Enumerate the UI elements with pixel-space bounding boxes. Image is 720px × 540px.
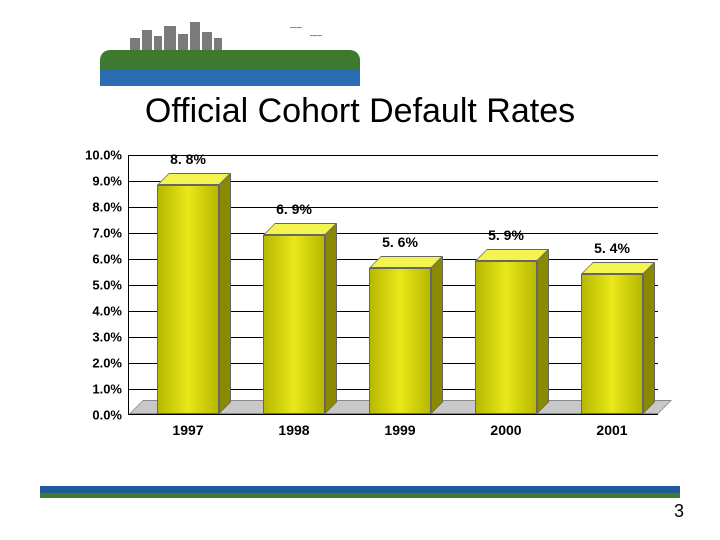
footer-divider <box>40 486 680 498</box>
page-number: 3 <box>674 501 684 522</box>
y-tick-label: 6.0% <box>92 252 122 267</box>
skyline-icon <box>130 18 310 54</box>
bar-chart: 0.0% 1.0% 2.0% 3.0% 4.0% 5.0% 6.0% 7.0% 8.0% 9.0%… <box>70 155 660 455</box>
x-tick-label: 2001 <box>562 422 662 438</box>
page-title: Official Cohort Default Rates <box>0 92 720 131</box>
water-band <box>100 70 360 86</box>
y-tick-label: 3.0% <box>92 330 122 345</box>
bird-icon: ﹏ <box>290 14 302 31</box>
bar-value-label: 6. 9% <box>244 201 344 217</box>
y-tick-label: 1.0% <box>92 382 122 397</box>
y-tick-label: 7.0% <box>92 226 122 241</box>
bar-value-label: 8. 8% <box>138 151 238 167</box>
y-tick-label: 0.0% <box>92 408 122 423</box>
y-tick-label: 10.0% <box>85 148 122 163</box>
bar: 5. 6%1999 <box>365 268 435 414</box>
y-tick-label: 5.0% <box>92 278 122 293</box>
y-tick-label: 9.0% <box>92 174 122 189</box>
x-tick-label: 1998 <box>244 422 344 438</box>
header-logo: ﹏ ﹏ <box>100 12 360 82</box>
bird-icon: ﹏ <box>310 22 322 39</box>
bar: 8. 8%1997 <box>153 185 223 414</box>
bar-value-label: 5. 9% <box>456 227 556 243</box>
y-tick-label: 2.0% <box>92 356 122 371</box>
bar: 5. 9%2000 <box>471 261 541 414</box>
x-tick-label: 1997 <box>138 422 238 438</box>
x-tick-label: 1999 <box>350 422 450 438</box>
bar: 6. 9%1998 <box>259 235 329 414</box>
bar-value-label: 5. 6% <box>350 234 450 250</box>
y-tick-label: 8.0% <box>92 200 122 215</box>
y-tick-label: 4.0% <box>92 304 122 319</box>
bar: 5. 4%2001 <box>577 274 647 414</box>
x-tick-label: 2000 <box>456 422 556 438</box>
bar-value-label: 5. 4% <box>562 240 662 256</box>
grass-band <box>100 50 360 70</box>
